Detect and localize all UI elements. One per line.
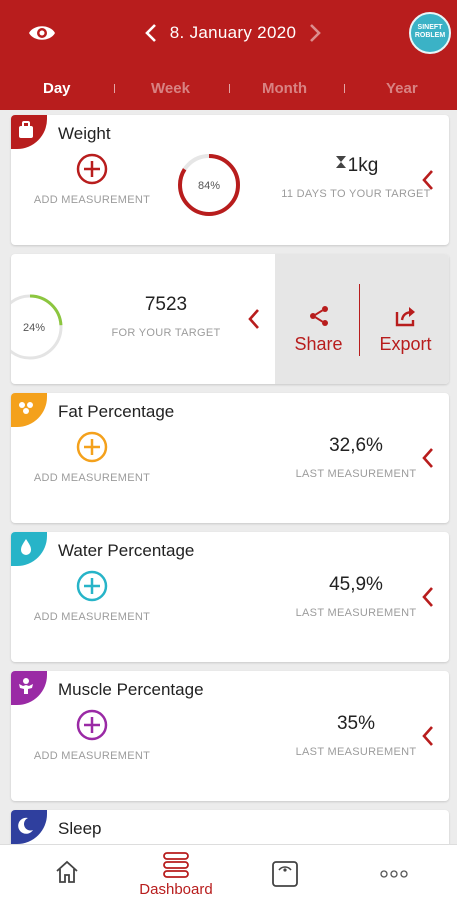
add-measurement-label: ADD MEASUREMENT (33, 750, 151, 762)
add-measurement-label: ADD MEASUREMENT (33, 194, 151, 206)
water-last: 45,9% LAST MEASUREMENT (281, 574, 431, 621)
water-title: Water Percentage (58, 541, 195, 560)
fat-badge (11, 393, 47, 427)
steps-card[interactable]: 24% 7523 FOR YOUR TARGET Share Export (11, 254, 449, 384)
sleep-title: Sleep (58, 819, 102, 838)
nav-dashboard[interactable]: Dashboard (119, 845, 233, 900)
home-icon (56, 860, 78, 883)
muscle-card[interactable]: Muscle Percentage ADD MEASUREMENT 35% LA… (11, 671, 449, 801)
add-circle-icon (76, 153, 108, 185)
water-value: 45,9% (329, 574, 383, 595)
sleep-badge (11, 810, 47, 844)
steps-value-block: 7523 FOR YOUR TARGET (91, 294, 241, 341)
chevron-left-icon[interactable] (421, 725, 435, 747)
weight-target-value: 1kg (281, 155, 431, 177)
tab-divider (344, 84, 345, 93)
target-amount: 1kg (347, 155, 379, 176)
export-label: Export (379, 334, 432, 354)
period-tabs: Day Week Month Year (0, 66, 457, 110)
days-to-target: 11 DAYS TO YOUR TARGET (281, 188, 431, 200)
tab-year[interactable]: Year (386, 80, 418, 97)
add-fat-button[interactable]: ADD MEASUREMENT (27, 431, 157, 486)
eye-icon[interactable] (28, 22, 56, 44)
weight-title: Weight (58, 124, 111, 143)
scale-icon (272, 861, 298, 887)
water-card[interactable]: Water Percentage ADD MEASUREMENT 45,9% L… (11, 532, 449, 662)
logo-text: SINEFT ROBLEM (414, 24, 446, 39)
export-button[interactable]: Export (362, 304, 449, 355)
weight-badge (11, 115, 47, 149)
add-weight-button[interactable]: ADD MEASUREMENT (27, 153, 157, 208)
fat-card[interactable]: Fat Percentage ADD MEASUREMENT 32,6% LAS… (11, 393, 449, 523)
chevron-left-icon[interactable] (421, 169, 435, 191)
tab-divider (114, 84, 115, 93)
tab-week[interactable]: Week (151, 80, 190, 97)
fat-value: 32,6% (329, 435, 383, 456)
profile-logo[interactable]: SINEFT ROBLEM (409, 12, 451, 54)
dashboard-label: Dashboard (139, 881, 213, 898)
top-bar: 8. January 2020 SINEFT ROBLEM (0, 0, 457, 66)
steps-sub: FOR YOUR TARGET (111, 327, 221, 339)
chevron-left-icon[interactable] (421, 586, 435, 608)
weight-target: 1kg 11 DAYS TO YOUR TARGET (281, 155, 431, 202)
muscle-value: 35% (336, 713, 376, 734)
add-water-button[interactable]: ADD MEASUREMENT (27, 570, 157, 625)
app-header: 8. January 2020 SINEFT ROBLEM Day Week Mo… (0, 0, 457, 110)
weight-progress-label: 84% (198, 180, 220, 192)
share-button[interactable]: Share (275, 304, 362, 355)
add-circle-icon (76, 570, 108, 602)
share-icon (309, 306, 328, 326)
fat-title: Fat Percentage (58, 402, 175, 421)
chevron-left-icon[interactable] (421, 447, 435, 469)
export-icon (395, 307, 415, 327)
tab-month[interactable]: Month (262, 80, 307, 97)
add-circle-icon (76, 431, 108, 463)
muscle-last: 35% LAST MEASUREMENT (281, 713, 431, 760)
moon-icon (18, 817, 33, 834)
share-label: Share (294, 334, 343, 354)
add-measurement-label: ADD MEASUREMENT (33, 472, 151, 484)
water-drop-icon (21, 539, 31, 555)
nav-scale[interactable] (228, 845, 342, 900)
add-muscle-button[interactable]: ADD MEASUREMENT (27, 709, 157, 764)
water-badge (11, 532, 47, 566)
dashboard-icon (163, 852, 189, 878)
fat-drops-icon (19, 402, 33, 414)
last-measurement-label: LAST MEASUREMENT (295, 468, 417, 480)
action-divider (359, 284, 360, 356)
nav-home[interactable] (10, 845, 124, 900)
scale-weight-icon (19, 121, 33, 138)
more-dots-icon (380, 870, 408, 878)
steps-value: 7523 (144, 294, 188, 315)
date-navigator: 8. January 2020 (138, 18, 328, 48)
chevron-left-icon[interactable] (247, 308, 261, 330)
current-date[interactable]: 8. January 2020 (169, 23, 297, 42)
muscle-title: Muscle Percentage (58, 680, 204, 699)
tab-divider (229, 84, 230, 93)
nav-more[interactable] (337, 845, 451, 900)
steps-progress-ring: 24% (11, 294, 63, 360)
hourglass-icon (335, 156, 346, 168)
weight-progress-ring: 84% (178, 154, 240, 216)
bottom-navigation: Dashboard (0, 844, 457, 900)
muscle-badge (11, 671, 47, 705)
swipe-actions: Share Export (275, 254, 449, 384)
weight-card[interactable]: Weight ADD MEASUREMENT 84% 1kg 11 DAYS T… (11, 115, 449, 245)
muscle-icon (19, 678, 33, 694)
previous-day-icon[interactable] (144, 23, 158, 43)
next-day-icon[interactable] (308, 23, 322, 43)
last-measurement-label: LAST MEASUREMENT (295, 746, 417, 758)
tab-day[interactable]: Day (43, 80, 71, 97)
add-measurement-label: ADD MEASUREMENT (33, 611, 151, 623)
add-circle-icon (76, 709, 108, 741)
last-measurement-label: LAST MEASUREMENT (295, 607, 417, 619)
fat-last: 32,6% LAST MEASUREMENT (281, 435, 431, 482)
steps-progress-label: 24% (23, 322, 45, 334)
